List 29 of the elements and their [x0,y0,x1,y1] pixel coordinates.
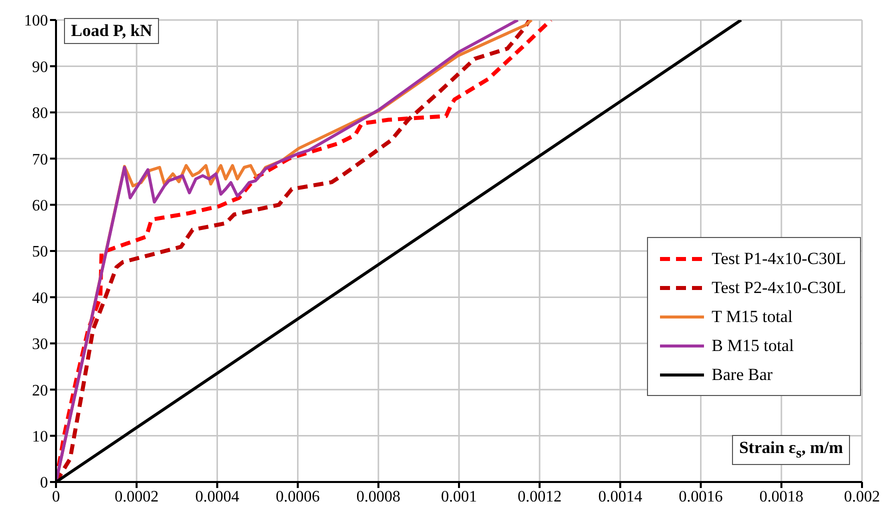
legend-label: Test P1-4x10-C30L [712,248,846,270]
y-tick-label: 10 [32,428,48,446]
legend-label: Bare Bar [712,364,773,386]
y-tick-label: 20 [32,382,48,400]
y-tick-label: 30 [32,336,48,354]
legend-label: B M15 total [712,335,794,357]
y-tick-label: 40 [32,290,48,307]
x-tick-label: 0.0014 [598,488,642,506]
legend-label: T M15 total [712,306,793,328]
x-tick-label: 0 [52,488,60,506]
x-tick-label: 0.0006 [276,488,320,506]
y-tick-label: 80 [32,105,48,122]
x-axis-title: Strain ε$_{s}$, m/m [739,438,843,462]
x-tick-label: 0.0002 [114,488,159,506]
x-tick-label: 0.001 [441,488,477,506]
x-tick-label: 0.0004 [195,488,240,506]
y-tick-label: 50 [32,244,48,261]
x-tick-label: 0.0018 [759,488,804,506]
legend-label: Test P2-4x10-C30L [712,277,846,299]
y-tick-label: 60 [32,197,48,214]
y-tick-label: 90 [32,58,48,76]
y-axis-title: Load P, kN [71,21,152,40]
y-tick-label: 100 [24,12,48,30]
x-tick-label: 0.0012 [518,488,562,506]
x-tick-label: 0.002 [844,488,880,506]
x-tick-label: 0.0016 [678,488,723,506]
y-tick-label: 0 [40,474,48,492]
x-tick-label: 0.0008 [356,488,400,506]
y-tick-label: 70 [32,151,48,168]
